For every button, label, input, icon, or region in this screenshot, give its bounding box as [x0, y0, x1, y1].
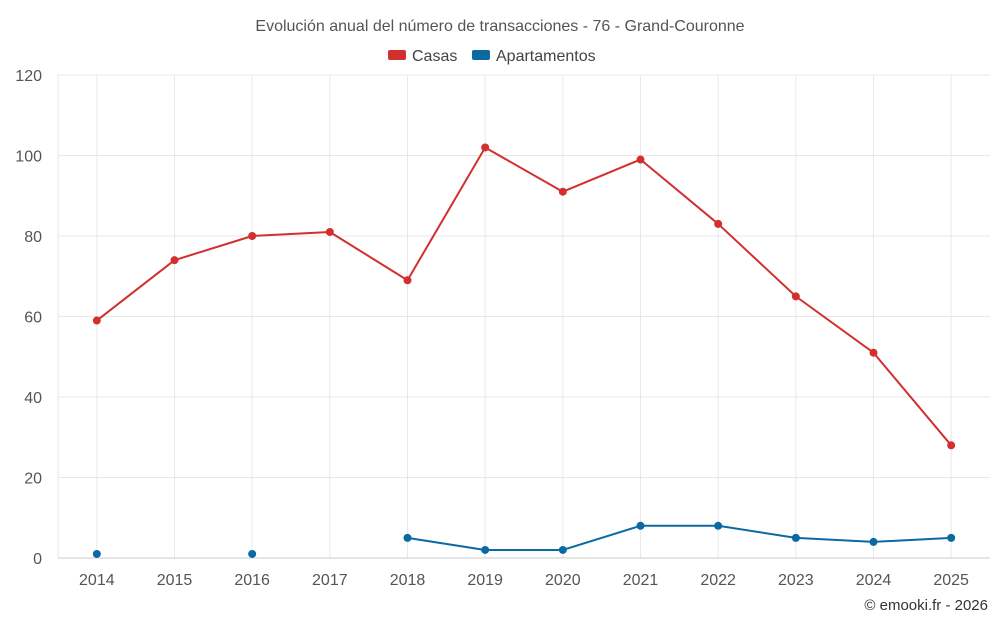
- legend-item-casas[interactable]: Casas: [388, 48, 457, 65]
- credit-text: © emooki.fr - 2026: [864, 597, 988, 614]
- data-point-casas-2022[interactable]: [714, 219, 723, 228]
- x-tick-label: 2014: [79, 572, 115, 589]
- data-point-casas-2023[interactable]: [791, 292, 800, 301]
- data-point-apartamentos-2022[interactable]: [714, 521, 723, 530]
- y-tick-label: 20: [24, 471, 42, 488]
- data-point-casas-2014[interactable]: [92, 316, 101, 325]
- data-point-casas-2017[interactable]: [325, 227, 334, 236]
- x-tick-label: 2017: [312, 572, 348, 589]
- data-point-apartamentos-2023[interactable]: [791, 533, 800, 542]
- x-tick-label: 2015: [157, 572, 193, 589]
- x-tick-label: 2025: [933, 572, 969, 589]
- x-tick-label: 2018: [390, 572, 426, 589]
- y-tick-label: 40: [24, 390, 42, 407]
- y-tick-label: 120: [15, 68, 42, 85]
- data-point-apartamentos-2016[interactable]: [248, 549, 257, 558]
- series-casas: [92, 143, 956, 450]
- x-tick-label: 2019: [467, 572, 503, 589]
- legend: Casas Apartamentos: [388, 48, 596, 65]
- x-tick-label: 2016: [234, 572, 270, 589]
- series-apartamentos: [92, 521, 956, 558]
- legend-swatch-casas: [388, 50, 406, 60]
- legend-swatch-apartamentos: [472, 50, 490, 60]
- data-point-apartamentos-2018[interactable]: [403, 533, 412, 542]
- x-tick-label: 2023: [778, 572, 814, 589]
- data-point-apartamentos-2020[interactable]: [558, 545, 567, 554]
- legend-item-apartamentos[interactable]: Apartamentos: [472, 48, 596, 65]
- y-tick-label: 0: [33, 551, 42, 568]
- x-axis-ticks: 2014 2015 2016 2017 2018 2019 2020 2021 2022 2023…: [79, 572, 969, 589]
- data-point-casas-2019[interactable]: [481, 143, 490, 152]
- y-axis-ticks: 0 20 40 60 80 100 120: [15, 68, 42, 568]
- x-tick-label: 2022: [700, 572, 736, 589]
- y-tick-label: 60: [24, 310, 42, 327]
- y-tick-label: 100: [15, 149, 42, 166]
- chart-title: Evolución anual del número de transaccio…: [255, 18, 744, 35]
- x-tick-label: 2024: [856, 572, 892, 589]
- data-point-casas-2016[interactable]: [248, 232, 257, 240]
- data-point-casas-2021[interactable]: [636, 155, 645, 164]
- y-tick-label: 80: [24, 229, 42, 246]
- data-point-casas-2025[interactable]: [947, 441, 956, 450]
- x-tick-label: 2020: [545, 572, 581, 589]
- grid: [57, 74, 990, 558]
- data-point-casas-2015[interactable]: [170, 256, 179, 265]
- data-point-apartamentos-2024[interactable]: [869, 537, 878, 546]
- series: [92, 143, 956, 558]
- data-point-apartamentos-2025[interactable]: [947, 533, 956, 542]
- data-point-apartamentos-2021[interactable]: [636, 521, 645, 530]
- legend-label-apartamentos: Apartamentos: [496, 48, 596, 65]
- data-point-casas-2018[interactable]: [403, 276, 412, 285]
- series-line-casas: [96, 146, 952, 446]
- data-point-casas-2024[interactable]: [869, 348, 878, 357]
- data-point-casas-2020[interactable]: [558, 187, 567, 196]
- series-line-apartamentos: [407, 524, 952, 551]
- x-tick-label: 2021: [623, 572, 659, 589]
- data-point-apartamentos-2019[interactable]: [481, 545, 490, 554]
- legend-label-casas: Casas: [412, 48, 457, 65]
- data-point-apartamentos-2014[interactable]: [92, 549, 101, 558]
